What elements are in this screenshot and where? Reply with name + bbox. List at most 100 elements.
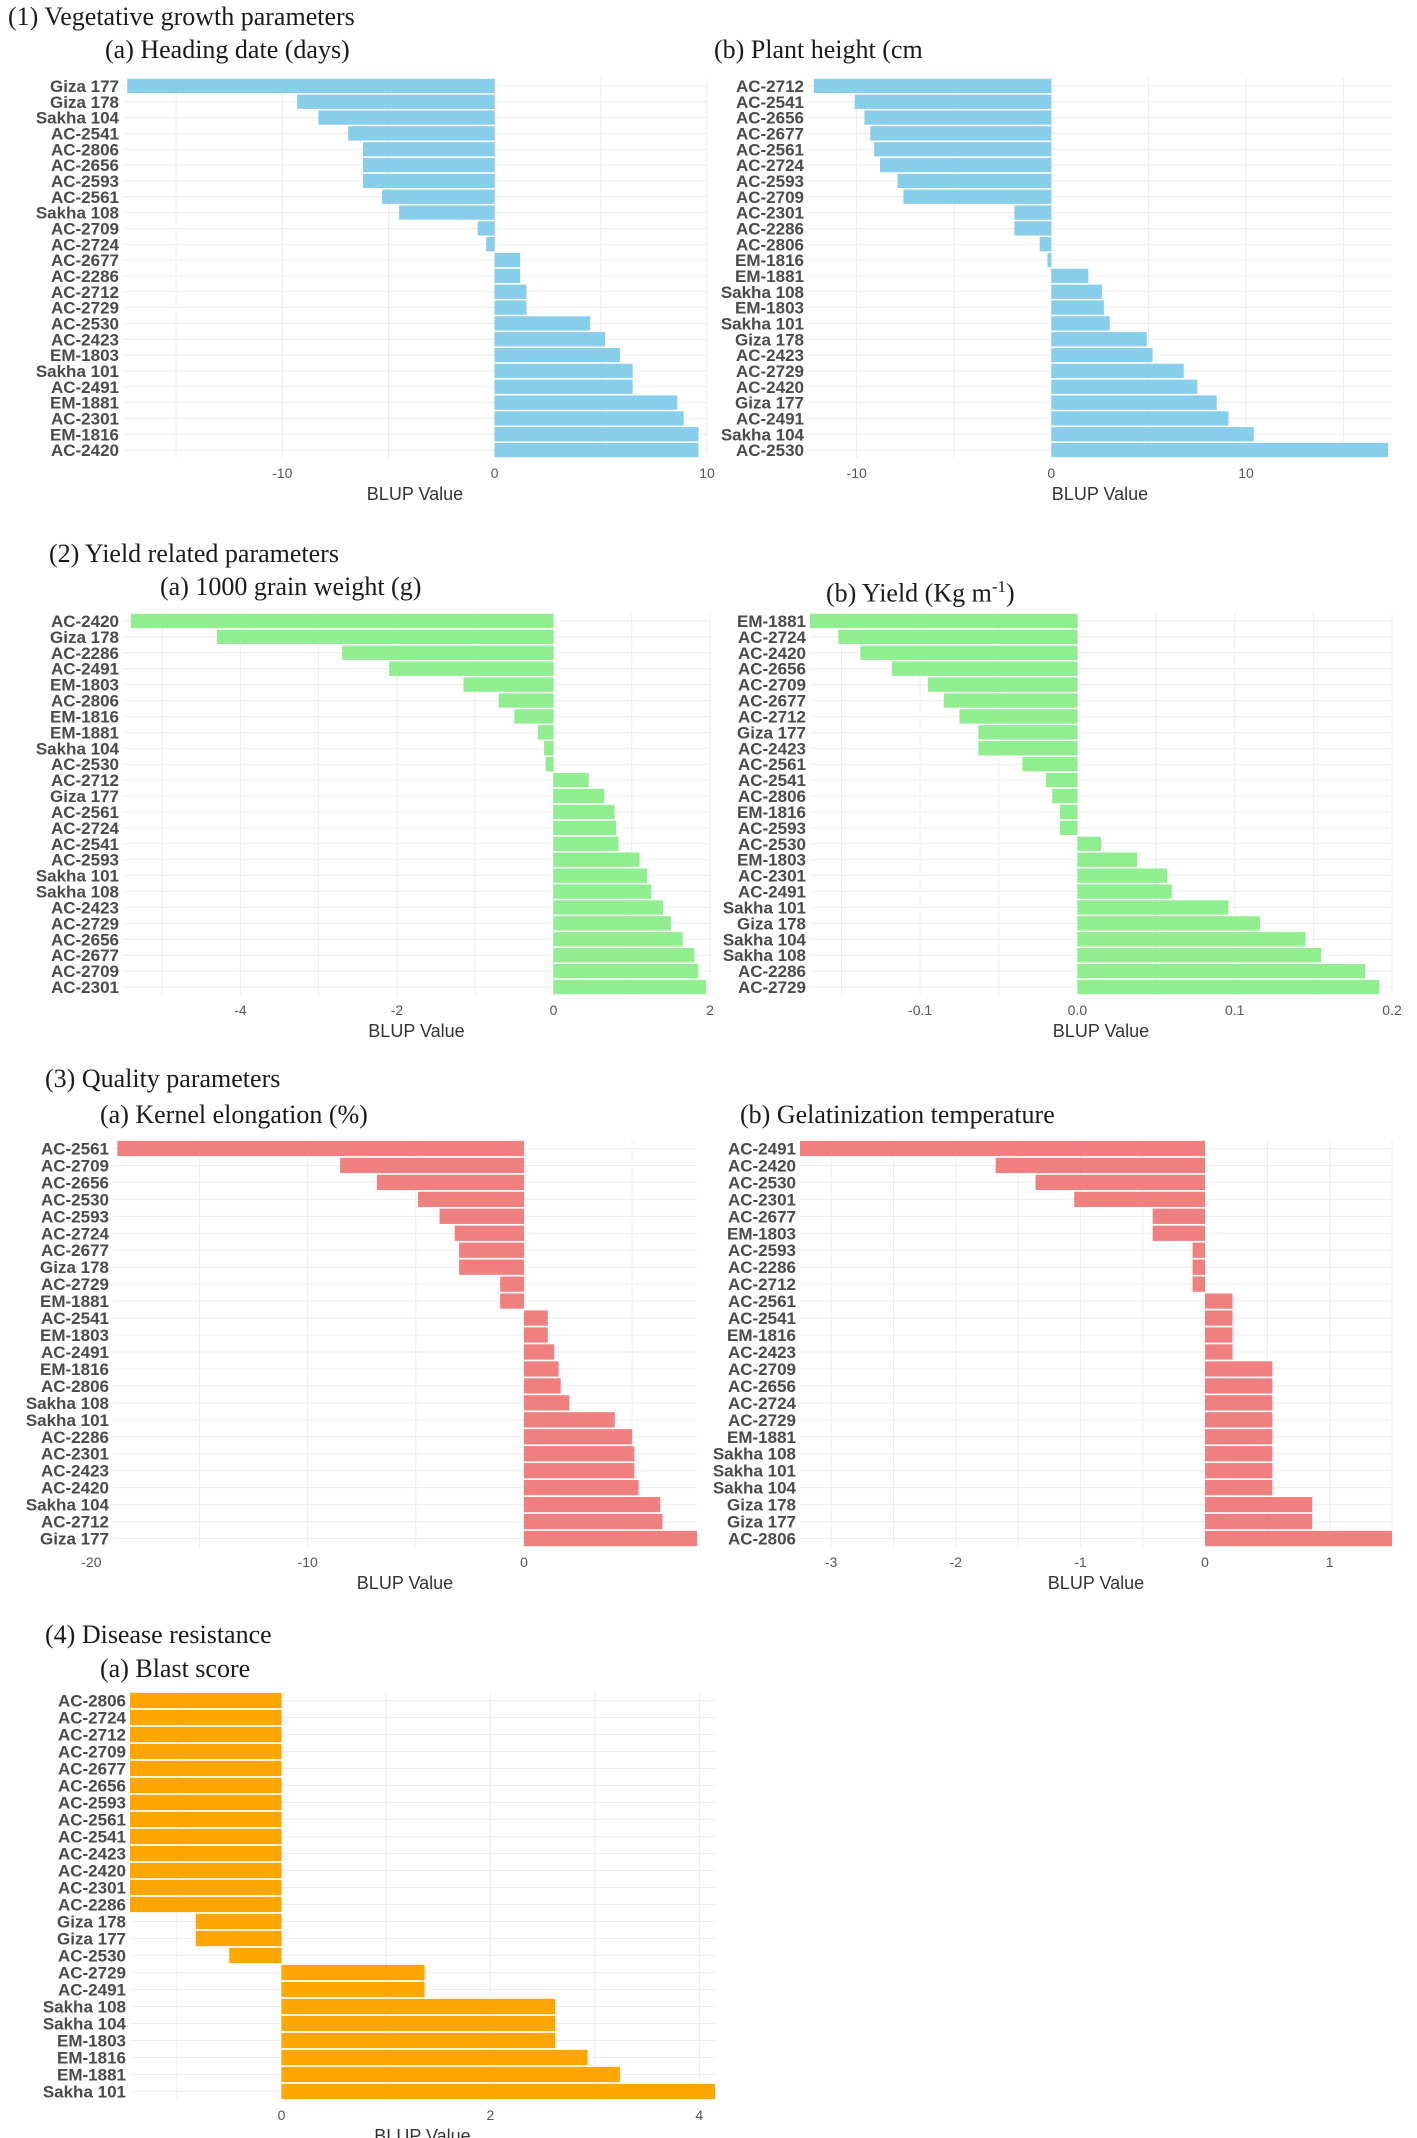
heading-bar-ac-2541	[348, 126, 495, 141]
blast-tick-label-0: 0	[278, 2107, 286, 2123]
height-category-label-ac-2806: AC-2806	[736, 235, 804, 254]
yield-title-superscript: -1	[991, 577, 1007, 596]
chart-title-blast-score: (a) Blast score	[100, 1654, 251, 1683]
gel-bar-ac-2729	[1205, 1412, 1273, 1428]
grain-category-label-sakha-104: Sakha 104	[36, 739, 120, 758]
yield-bar-ac-2724	[838, 629, 1078, 645]
blast-bar-ac-2530	[229, 1947, 282, 1964]
gel-category-label-ac-2712: AC-2712	[728, 1275, 796, 1294]
yield-category-label-em-1816: EM-1816	[737, 803, 806, 822]
grain-bar-giza-177	[553, 788, 605, 804]
gel-category-label-ac-2593: AC-2593	[728, 1241, 796, 1260]
elong-category-label-ac-2541: AC-2541	[41, 1309, 109, 1328]
blast-category-label-em-1816: EM-1816	[57, 2049, 126, 2068]
heading-category-label-ac-2561: AC-2561	[51, 188, 119, 207]
heading-bar-giza-177	[127, 78, 495, 94]
yield-title-close: )	[1006, 578, 1015, 608]
heading-category-label-ac-2491: AC-2491	[51, 378, 119, 397]
heading-bar-ac-2561	[382, 189, 495, 204]
grain-bar-sakha-101	[553, 868, 648, 883]
height-bar-ac-2677	[870, 126, 1052, 141]
heading-bar-ac-2286	[494, 268, 521, 284]
yield-category-label-ac-2709: AC-2709	[738, 676, 806, 695]
grain-bar-ac-2724	[553, 820, 617, 836]
grain-category-label-ac-2541: AC-2541	[51, 835, 119, 854]
blast-category-label-ac-2656: AC-2656	[58, 1777, 126, 1796]
gel-bar-ac-2677	[1152, 1208, 1206, 1224]
heading-category-label-ac-2593: AC-2593	[51, 172, 119, 191]
blast-bar-ac-2491	[281, 1981, 425, 1998]
height-category-label-ac-2656: AC-2656	[736, 109, 804, 128]
elong-category-label-em-1803: EM-1803	[40, 1326, 109, 1345]
gel-category-label-em-1881: EM-1881	[727, 1428, 796, 1447]
height-category-label-em-1803: EM-1803	[735, 299, 804, 318]
elong-category-label-ac-2712: AC-2712	[41, 1513, 109, 1532]
grain-bar-ac-2729	[553, 916, 671, 931]
yield-tick-label-0: -0.1	[908, 1002, 932, 1018]
gel-bar-ac-2301	[1074, 1191, 1206, 1207]
height-bar-ac-2724	[880, 157, 1052, 173]
yield-bar-ac-2593	[1060, 820, 1078, 836]
chart-blast-score: AC-2806AC-2724AC-2712AC-2709AC-2677AC-26…	[43, 1692, 715, 2138]
yield-category-label-ac-2286: AC-2286	[738, 962, 806, 981]
elong-category-label-ac-2301: AC-2301	[41, 1445, 109, 1464]
grain-category-label-ac-2729: AC-2729	[51, 914, 119, 933]
grain-category-label-em-1881: EM-1881	[50, 723, 119, 742]
heading-bar-ac-2729	[494, 300, 527, 315]
heading-bar-ac-2656	[362, 157, 495, 173]
gel-tick-label-1: -2	[950, 1554, 963, 1570]
blast-category-label-sakha-108: Sakha 108	[43, 1998, 126, 2017]
yield-bar-ac-2656	[891, 661, 1078, 676]
chart-title-grain-weight: (a) 1000 grain weight (g)	[160, 572, 422, 601]
blast-tick-label-2: 4	[695, 2107, 703, 2123]
elong-bar-sakha-101	[523, 1412, 615, 1428]
yield-title-text: (b) Yield (Kg m	[826, 578, 992, 608]
heading-bar-sakha-101	[494, 363, 633, 379]
heading-bar-em-1881	[494, 395, 678, 410]
yield-tick-label-3: 0.2	[1382, 1002, 1402, 1018]
elong-category-label-ac-2561: AC-2561	[41, 1139, 109, 1158]
gel-tick-label-2: -1	[1074, 1554, 1087, 1570]
height-category-label-giza-178: Giza 178	[735, 330, 804, 349]
heading-category-label-ac-2301: AC-2301	[51, 409, 119, 428]
blast-tick-label-1: 2	[487, 2107, 495, 2123]
yield-bar-ac-2677	[943, 693, 1078, 708]
height-category-label-ac-2286: AC-2286	[736, 219, 804, 238]
blast-category-label-ac-2561: AC-2561	[58, 1811, 126, 1830]
blast-category-label-giza-178: Giza 178	[57, 1913, 126, 1932]
height-category-label-ac-2423: AC-2423	[736, 346, 804, 365]
grain-category-label-ac-2656: AC-2656	[51, 930, 119, 949]
yield-bar-ac-2423	[978, 741, 1078, 756]
chart-title-kernel-elongation: (a) Kernel elongation (%)	[100, 1100, 368, 1129]
heading-bar-ac-2423	[494, 332, 606, 347]
elong-bar-ac-2724	[454, 1225, 524, 1241]
elong-bar-sakha-104	[523, 1496, 661, 1513]
heading-bar-sakha-108	[399, 205, 495, 220]
blast-category-label-ac-2677: AC-2677	[58, 1760, 126, 1779]
chart-kernel-elongation: AC-2561AC-2709AC-2656AC-2530AC-2593AC-27…	[26, 1139, 697, 1593]
heading-bar-em-1803	[494, 347, 620, 363]
height-bar-giza-177	[1051, 395, 1217, 410]
gel-bar-giza-178	[1205, 1496, 1313, 1513]
heading-category-label-giza-178: Giza 178	[50, 93, 119, 112]
elong-category-label-ac-2677: AC-2677	[41, 1241, 109, 1260]
heading-category-label-ac-2286: AC-2286	[51, 267, 119, 286]
grain-tick-label-3: 2	[706, 1002, 714, 1018]
heading-bar-ac-2677	[494, 252, 521, 268]
yield-bar-em-1881	[810, 613, 1078, 629]
gel-bar-ac-2709	[1205, 1361, 1273, 1377]
height-bar-ac-2709	[903, 189, 1052, 204]
elong-bar-ac-2593	[439, 1208, 524, 1224]
blast-category-label-ac-2729: AC-2729	[58, 1964, 126, 1983]
elong-x-axis-label: BLUP Value	[357, 1573, 453, 1593]
height-category-label-ac-2561: AC-2561	[736, 140, 804, 159]
elong-category-label-sakha-101: Sakha 101	[26, 1411, 109, 1430]
grain-bar-ac-2286	[342, 645, 554, 660]
chart-gelatinization: AC-2491AC-2420AC-2530AC-2301AC-2677EM-18…	[713, 1139, 1393, 1593]
yield-category-label-ac-2593: AC-2593	[738, 819, 806, 838]
grain-category-label-em-1816: EM-1816	[50, 707, 119, 726]
yield-category-label-sakha-101: Sakha 101	[723, 898, 806, 917]
grain-bar-ac-2806	[498, 693, 554, 708]
blast-bar-ac-2724	[130, 1709, 282, 1726]
grain-bar-sakha-104	[544, 741, 554, 756]
